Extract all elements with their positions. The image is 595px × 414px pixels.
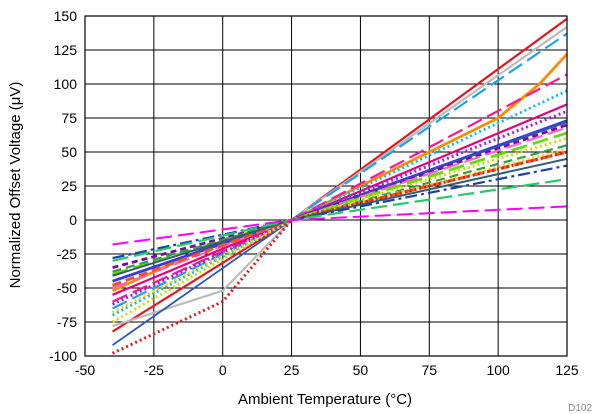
- y-tick-label: 100: [54, 76, 78, 92]
- series-line-5: [112, 73, 567, 303]
- series-line-2: [112, 25, 567, 328]
- series-line-8: [111, 109, 567, 306]
- y-tick-label: -50: [57, 280, 77, 296]
- x-tick-label: 25: [284, 362, 300, 378]
- x-tick-label: 0: [219, 362, 227, 378]
- y-tick-label: 75: [61, 110, 77, 126]
- y-tick-labels: -100 -75 -50 -25 0 25 50 75 100 125 150: [49, 8, 77, 364]
- y-tick-label: -25: [57, 246, 77, 262]
- chart-note: D102: [568, 403, 592, 414]
- y-tick-label: 150: [54, 8, 78, 24]
- x-tick-labels: -50 -25 0 25 50 75 100 125: [75, 362, 579, 378]
- y-axis-label: Normalized Offset Voltage (μV): [7, 82, 24, 289]
- series-line-7: [111, 89, 567, 317]
- series-line-20: [112, 164, 567, 260]
- y-tick-label: -100: [49, 348, 77, 364]
- y-tick-label: 0: [69, 212, 77, 228]
- y-tick-label: -75: [57, 314, 77, 330]
- series-layer: [111, 17, 567, 355]
- y-tick-label: 25: [61, 178, 77, 194]
- series-line-22: [112, 205, 567, 246]
- x-axis-label: Ambient Temperature (°C): [238, 391, 412, 408]
- y-tick-label: 50: [61, 144, 77, 160]
- x-tick-label: 75: [421, 362, 437, 378]
- y-tick-label: 125: [54, 42, 78, 58]
- x-tick-label: 50: [353, 362, 369, 378]
- x-tick-label: -50: [75, 362, 95, 378]
- x-tick-label: 125: [555, 362, 579, 378]
- plot-frame: [84, 15, 568, 357]
- series-line-18: [111, 150, 567, 355]
- x-tick-label: -25: [144, 362, 164, 378]
- x-tick-label: 100: [486, 362, 510, 378]
